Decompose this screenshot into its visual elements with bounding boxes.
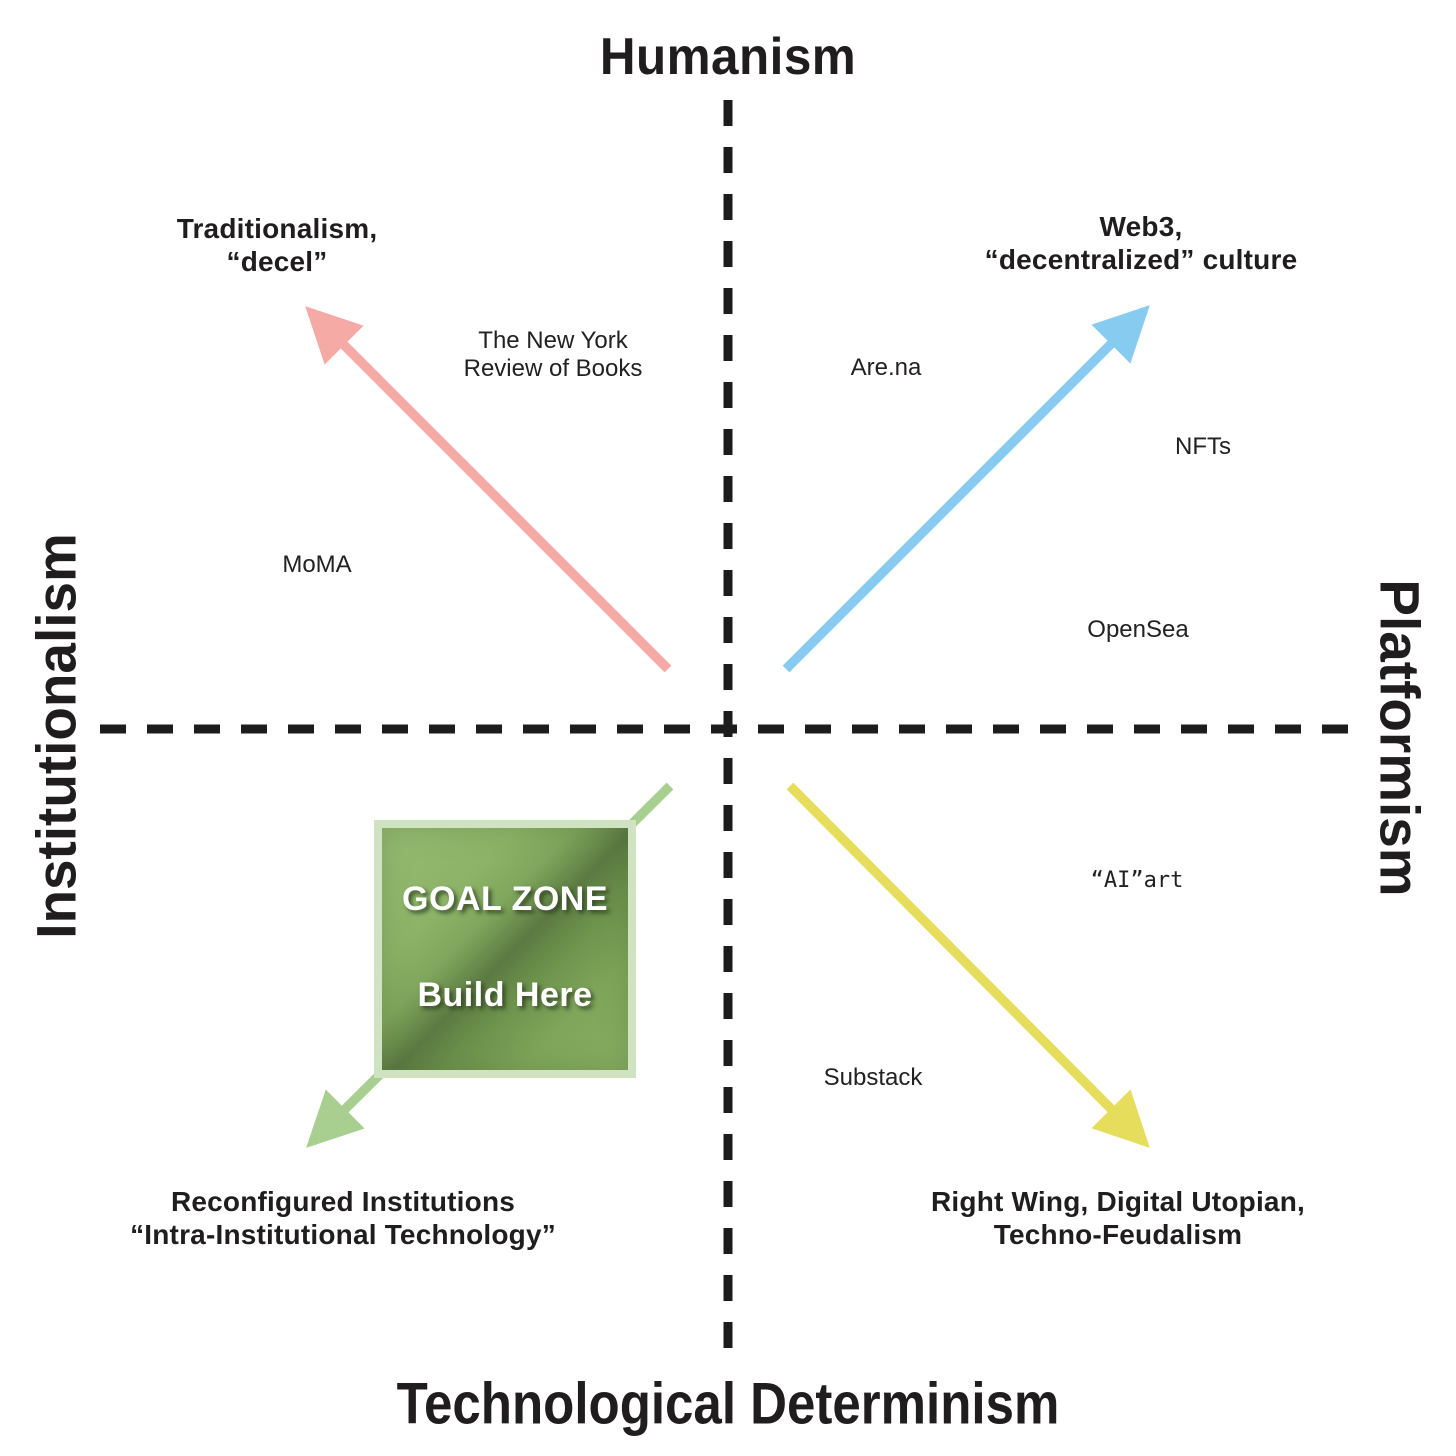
axis-label-technological-determinism: Technological Determinism xyxy=(396,1371,1060,1437)
quadrant-label-traditionalism-line2: “decel” xyxy=(226,246,328,277)
item-label-opensea: OpenSea xyxy=(1087,616,1189,643)
axis-label-institutionalism: Institutionalism xyxy=(24,533,88,939)
goal-zone-box: GOAL ZONE Build Here xyxy=(374,820,636,1078)
quadrant-label-reconfigured-institutions-line2: “Intra-Institutional Technology” xyxy=(130,1219,556,1250)
quadrant-label-reconfigured-institutions-line1: Reconfigured Institutions xyxy=(170,1186,516,1217)
goal-zone-subtitle: Build Here xyxy=(417,976,593,1014)
arrow-traditionalism xyxy=(305,306,672,673)
quadrant-label-right-wing-line1: Right Wing, Digital Utopian, xyxy=(931,1186,1305,1217)
item-label-substack: Substack xyxy=(823,1064,923,1091)
item-label-nyrb-line1: The New York xyxy=(478,327,628,354)
item-label-moma: MoMA xyxy=(282,551,352,578)
quadrant-label-right-wing: Right Wing, Digital Utopian, Techno-Feud… xyxy=(931,1185,1305,1251)
item-label-nfts: NFTs xyxy=(1175,433,1231,460)
quadrant-label-right-wing-line2: Techno-Feudalism xyxy=(993,1219,1243,1250)
quadrant-label-web3-line2: “decentralized” culture xyxy=(984,244,1298,275)
axis-label-humanism: Humanism xyxy=(599,28,857,86)
item-label-new-york-review-of-books: The New York Review of Books xyxy=(464,327,643,383)
quadrant-label-traditionalism-line1: Traditionalism, xyxy=(176,213,378,244)
arrow-web3 xyxy=(782,305,1150,673)
item-label-arena: Are.na xyxy=(850,354,922,381)
quadrant-label-web3-line1: Web3, xyxy=(1099,211,1183,242)
goal-zone-title: GOAL ZONE xyxy=(402,880,608,918)
item-label-nyrb-line2: Review of Books xyxy=(463,355,643,382)
quadrant-label-reconfigured-institutions: Reconfigured Institutions “Intra-Institu… xyxy=(130,1185,556,1251)
quadrant-label-web3: Web3, “decentralized” culture xyxy=(985,210,1298,276)
item-label-ai-art: “AI”art xyxy=(1090,868,1184,893)
axis-label-platformism: Platformism xyxy=(1368,579,1432,897)
arrow-techno-feudalism xyxy=(786,782,1150,1148)
quadrant-label-traditionalism: Traditionalism, “decel” xyxy=(177,212,378,278)
